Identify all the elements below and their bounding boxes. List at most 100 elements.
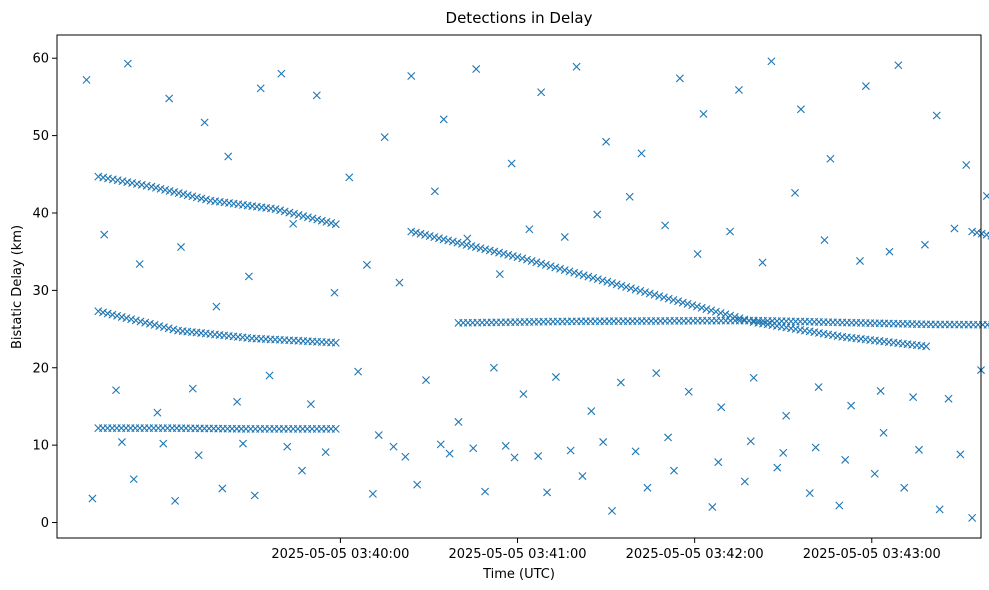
data-point [129, 475, 138, 484]
data-point [123, 59, 132, 68]
data-point [280, 207, 289, 216]
data-point [909, 393, 918, 402]
data-point [608, 506, 616, 515]
data-point [99, 173, 108, 182]
data-point [870, 469, 879, 478]
x-tick-label: 2025-05-05 03:40:00 [271, 547, 409, 562]
data-point [368, 489, 377, 498]
data-point [94, 172, 103, 181]
data-point [462, 240, 471, 249]
data-point [501, 441, 510, 450]
data-point [276, 206, 285, 215]
data-point [265, 371, 274, 380]
data-point [362, 260, 371, 269]
data-point [299, 212, 308, 221]
data-point [702, 305, 711, 314]
data-point [490, 247, 499, 256]
data-point [345, 173, 354, 182]
data-point [655, 292, 664, 301]
data-point [508, 251, 517, 260]
data-point [439, 235, 448, 244]
data-point [622, 283, 631, 291]
data-point [411, 228, 420, 237]
data-point [331, 220, 340, 229]
data-point [572, 62, 581, 71]
data-point [631, 285, 640, 294]
data-point [445, 449, 454, 458]
y-tick-label: 10 [32, 439, 49, 454]
data-point [551, 263, 560, 272]
data-point [593, 275, 602, 284]
data-point [920, 240, 929, 249]
data-point [135, 260, 144, 269]
data-point [161, 185, 170, 194]
data-point [100, 230, 109, 239]
data-point [603, 277, 612, 286]
data-point [321, 448, 330, 457]
data-point [678, 298, 687, 307]
data-point [616, 378, 625, 387]
data-point [773, 463, 782, 472]
data-point [104, 174, 112, 183]
data-point [841, 455, 850, 464]
data-point [982, 191, 989, 200]
data-point [238, 439, 247, 448]
data-point [174, 189, 183, 198]
data-point [256, 84, 265, 93]
data-point [458, 239, 467, 248]
data-point [407, 72, 416, 81]
data-point [127, 315, 136, 324]
data-point [664, 294, 673, 303]
data-point [436, 440, 445, 449]
data-point [169, 325, 178, 334]
data-point [643, 483, 652, 492]
data-point [165, 186, 174, 195]
y-tick-label: 60 [32, 52, 49, 67]
data-point [560, 232, 569, 241]
data-point [200, 118, 209, 127]
data-point [99, 308, 108, 317]
data-point [855, 256, 864, 265]
data-point [721, 310, 730, 319]
data-point [626, 284, 635, 293]
data-point [271, 205, 280, 214]
data-point [932, 111, 941, 120]
data-point [171, 496, 180, 505]
data-point [598, 276, 607, 285]
data-point [141, 318, 150, 327]
data-point [374, 431, 383, 440]
data-point [519, 390, 528, 399]
data-point [779, 448, 788, 457]
data-point [82, 75, 91, 84]
data-point [537, 259, 546, 268]
chart-title: Detections in Delay [446, 9, 593, 27]
data-point [972, 228, 981, 237]
data-point [233, 397, 242, 406]
data-point [537, 88, 546, 97]
data-point [330, 288, 339, 297]
data-point [481, 245, 490, 254]
data-point [518, 254, 527, 263]
data-point [472, 65, 481, 74]
data-point [467, 242, 476, 250]
data-point [746, 437, 755, 446]
data-point [113, 311, 122, 320]
data-point [88, 494, 97, 503]
data-point [413, 480, 422, 489]
data-point [641, 288, 650, 297]
data-point [652, 369, 661, 378]
data-point [489, 363, 498, 372]
data-point [306, 400, 315, 409]
data-point [118, 177, 127, 186]
data-point [637, 149, 646, 158]
data-point [303, 213, 312, 222]
data-point [283, 442, 292, 451]
data-point [814, 383, 823, 392]
data-point [566, 446, 575, 455]
data-point [224, 152, 233, 161]
data-point [197, 194, 206, 203]
data-point [285, 208, 294, 217]
data-point [176, 243, 185, 252]
data-point [716, 309, 725, 317]
